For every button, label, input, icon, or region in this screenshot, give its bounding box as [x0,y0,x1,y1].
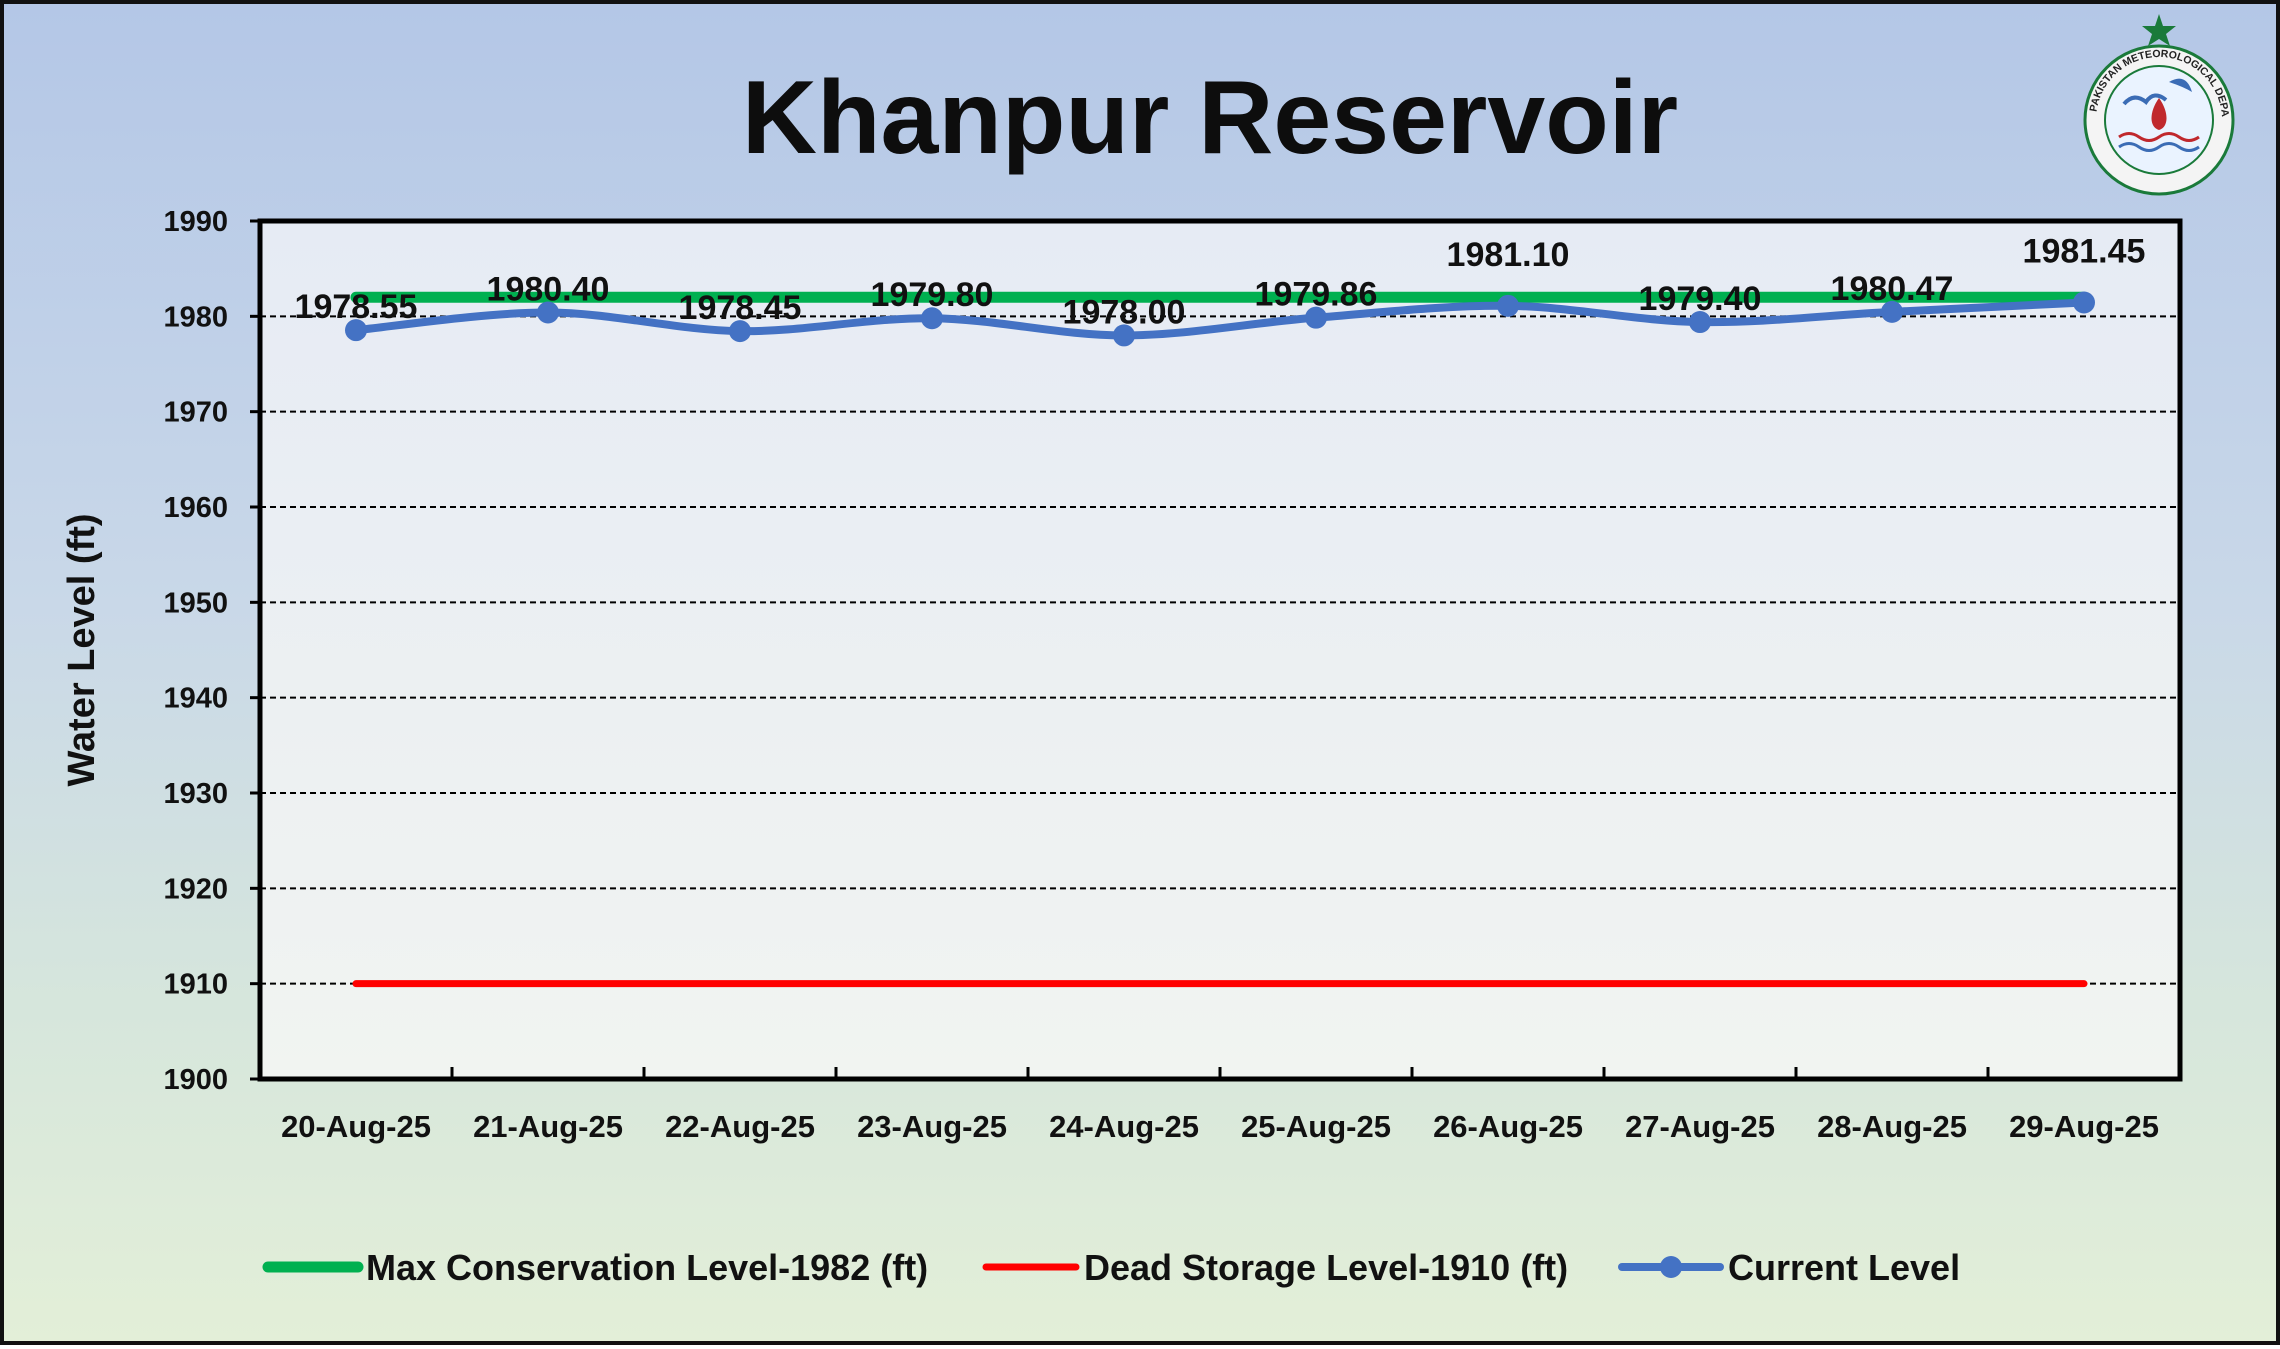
y-tick-label: 1930 [163,778,228,810]
x-tick-label: 23-Aug-25 [857,1109,1007,1144]
y-tick-label: 1980 [163,301,228,333]
data-label: 1979.40 [1639,280,1762,318]
x-tick-label: 21-Aug-25 [473,1109,623,1144]
data-point [1689,311,1711,334]
legend-item-dead-storage: Dead Storage Level-1910 (ft) [982,1247,1568,1288]
x-tick-label: 29-Aug-25 [2009,1109,2159,1144]
data-label: 1981.45 [2023,233,2146,271]
series-line-current-level [355,298,2085,340]
y-tick-label: 1900 [163,1064,228,1096]
y-tick-label: 1910 [163,969,228,1001]
data-label: 1978.00 [1063,293,1186,331]
x-tick-label: 20-Aug-25 [281,1109,431,1144]
y-tick-label: 1960 [163,492,228,524]
y-axis-label: Water Level (ft) [61,513,103,786]
data-label: 1980.40 [487,271,610,309]
x-tick-label: 22-Aug-25 [665,1109,815,1144]
y-tick-label: 1970 [163,397,228,429]
y-tick-label: 1990 [163,206,228,238]
y-tick-label: 1920 [163,873,228,905]
legend: Max Conservation Level-1982 (ft) Dead Sto… [262,1247,1960,1288]
star-icon [2142,14,2176,46]
data-label: 1978.45 [679,289,802,327]
legend-label: Current Level [1728,1247,1960,1288]
plot-area [257,218,2183,1082]
x-tick-label: 28-Aug-25 [1817,1109,1967,1144]
legend-item-current-level: Current Level [1618,1247,1960,1288]
x-tick-label: 27-Aug-25 [1625,1109,1775,1144]
data-label: 1978.55 [295,288,418,326]
x-tick-label: 25-Aug-25 [1241,1109,1391,1144]
legend-marker [1660,1256,1682,1278]
chart-title: Khanpur Reservoir [741,60,1679,176]
pmd-logo: PAKISTAN METEOROLOGICAL DEPARTMENT [2074,12,2235,196]
chart-svg: 1900 1910 1920 1930 1940 1950 1960 1970 1980 1990… [61,206,2183,1288]
y-tick-label: 1950 [163,587,228,619]
data-point [537,301,559,324]
y-tick-label: 1940 [163,683,228,715]
legend-item-max-conservation: Max Conservation Level-1982 (ft) [262,1247,928,1288]
data-label: 1981.10 [1447,236,1570,274]
data-point [729,320,751,343]
data-point [1497,294,1519,317]
data-point [1113,324,1135,347]
data-label: 1980.47 [1831,270,1954,308]
data-point [921,307,943,330]
data-point [1881,300,1903,323]
x-tick-label: 24-Aug-25 [1049,1109,1199,1144]
x-tick-label: 26-Aug-25 [1433,1109,1583,1144]
legend-label: Max Conservation Level-1982 (ft) [366,1247,928,1288]
legend-label: Dead Storage Level-1910 (ft) [1084,1247,1568,1288]
data-point [2073,291,2095,314]
data-label: 1979.80 [871,276,994,314]
data-point [1305,306,1327,329]
data-point [345,319,367,342]
data-label: 1979.86 [1255,276,1378,314]
